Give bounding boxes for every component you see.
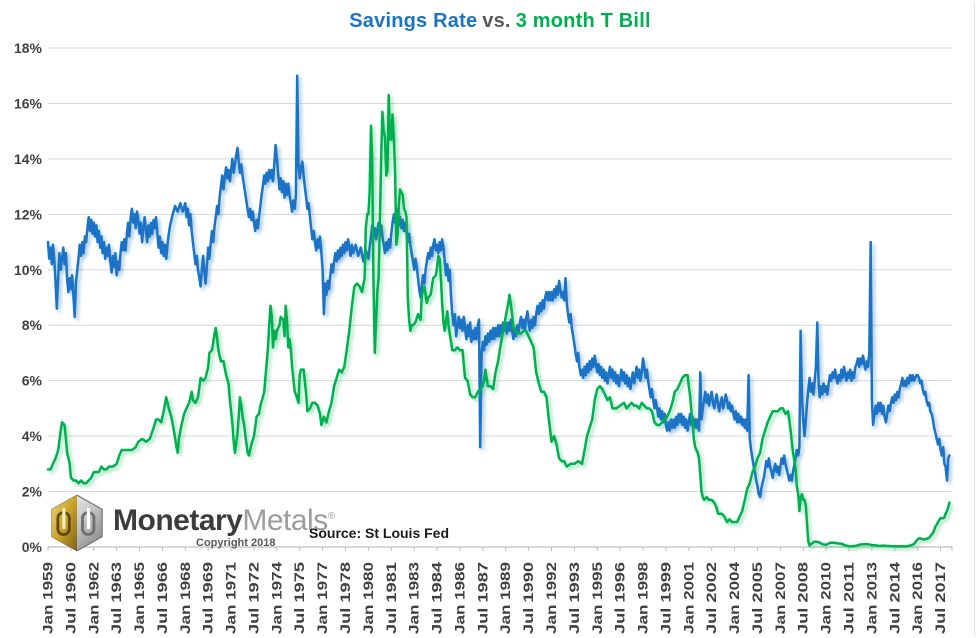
y-axis-tick-label: 4% [22, 428, 43, 444]
y-axis-tick-label: 16% [14, 95, 43, 111]
x-axis-tick-label: Jul 1966 [155, 561, 170, 634]
monetary-metals-logo: MonetaryMetals® [49, 494, 335, 552]
x-axis-tick-label: Jul 2005 [750, 561, 765, 634]
x-axis-tick-label: Jul 1963 [109, 561, 124, 634]
chart-title-savings-rate: Savings Rate [349, 10, 478, 32]
x-axis-tick-label: Jan 1995 [590, 561, 605, 634]
x-axis-tick-label: Jul 1969 [201, 562, 216, 634]
x-axis-tick-label: Jul 2008 [796, 561, 811, 634]
x-axis-tick-label: Jan 1977 [315, 562, 330, 634]
y-axis-labels: 0% 2% 4% 6% 8% 10% 12% 14% 16% 18% [14, 40, 43, 555]
x-axis-tick-label: Jan 1992 [544, 562, 559, 634]
x-axis-tick-label: Jul 1978 [338, 561, 353, 634]
x-axis-tick-label: Jul 1984 [430, 561, 445, 634]
x-axis-tick-label: Jul 1993 [567, 561, 582, 634]
x-axis-tick-label: Jan 1959 [41, 562, 56, 634]
x-axis-tick-label: Jul 1972 [246, 562, 261, 634]
x-axis-tick-label: Jan 1965 [132, 561, 147, 634]
x-axis-tick-label: Jan 2001 [681, 561, 696, 634]
x-axis-tick-label: Jan 2016 [910, 561, 925, 634]
wordmark-metals: Metals [242, 504, 328, 537]
monetary-metals-wordmark: MonetaryMetals® [113, 502, 335, 536]
copyright-note: Copyright 2018 [196, 537, 276, 549]
x-axis-tick-label: Jul 1990 [521, 562, 536, 634]
x-axis-tick-label: Jan 1974 [269, 561, 284, 634]
x-axis-tick-label: Jul 1987 [475, 562, 490, 634]
x-axis-tick-label: Jan 1971 [224, 561, 239, 634]
registered-trademark-icon: ® [327, 511, 336, 522]
chart-title-t-bill: 3 month T Bill [515, 10, 651, 32]
y-axis-tick-label: 10% [14, 262, 43, 278]
y-axis-tick-label: 2% [22, 484, 43, 500]
wordmark-monetary: Monetary [113, 504, 243, 537]
x-axis-tick-label: Jan 1986 [452, 561, 467, 634]
x-axis-tick-label: Jan 1998 [636, 561, 651, 634]
x-axis-tick-label: Jan 2007 [773, 562, 788, 634]
t-bill-line [46, 93, 951, 548]
y-axis-tick-label: 14% [14, 151, 43, 167]
monetary-metals-hexagon-icon [51, 494, 103, 552]
y-axis-tick-label: 8% [22, 317, 43, 333]
x-axis-tick-label: Jul 1996 [613, 561, 628, 634]
x-axis-tick-label: Jul 2002 [704, 562, 719, 634]
x-axis-tick-label: Jan 1968 [178, 561, 193, 634]
savings-rate-line [46, 74, 951, 499]
gridlines [48, 47, 952, 493]
x-axis-tick-label: Jan 1962 [86, 562, 101, 634]
x-axis-tick-label: Jul 1999 [658, 562, 673, 634]
chart-right-border [974, 3, 975, 635]
y-axis-tick-label: 18% [14, 40, 43, 56]
x-axis-tick-label: Jan 1980 [361, 562, 376, 634]
x-axis-tick-label: Jul 2014 [887, 561, 902, 634]
x-axis-tick-label: Jan 2004 [727, 561, 742, 634]
x-axis-labels: Jan 1959 Jul 1960 Jan 1962 Jul 1963 Jan 1965… [41, 561, 949, 634]
x-axis-tick-label: Jan 1983 [407, 561, 422, 634]
source-note: Source: St Louis Fed [309, 525, 450, 541]
chart-title: Savings Rate vs. 3 month T Bill [48, 10, 952, 33]
x-axis-tick-label: Jul 1960 [63, 562, 78, 634]
x-axis-tick-label: Jan 1989 [498, 562, 513, 634]
y-axis-tick-label: 6% [22, 373, 43, 389]
x-axis-tick-label: Jan 2013 [864, 561, 879, 634]
x-axis-tick-label: Jul 2011 [842, 561, 857, 634]
chart-title-vs: vs. [482, 10, 511, 32]
x-axis-tick-label: Jul 2017 [933, 562, 948, 634]
y-axis-tick-label: 12% [14, 206, 43, 222]
x-axis-tick-label: Jan 2010 [819, 562, 834, 634]
x-axis-tick-label: Jul 1981 [384, 561, 399, 634]
y-axis-tick-label: 0% [22, 539, 43, 555]
x-axis-tick-label: Jul 1975 [292, 561, 307, 634]
